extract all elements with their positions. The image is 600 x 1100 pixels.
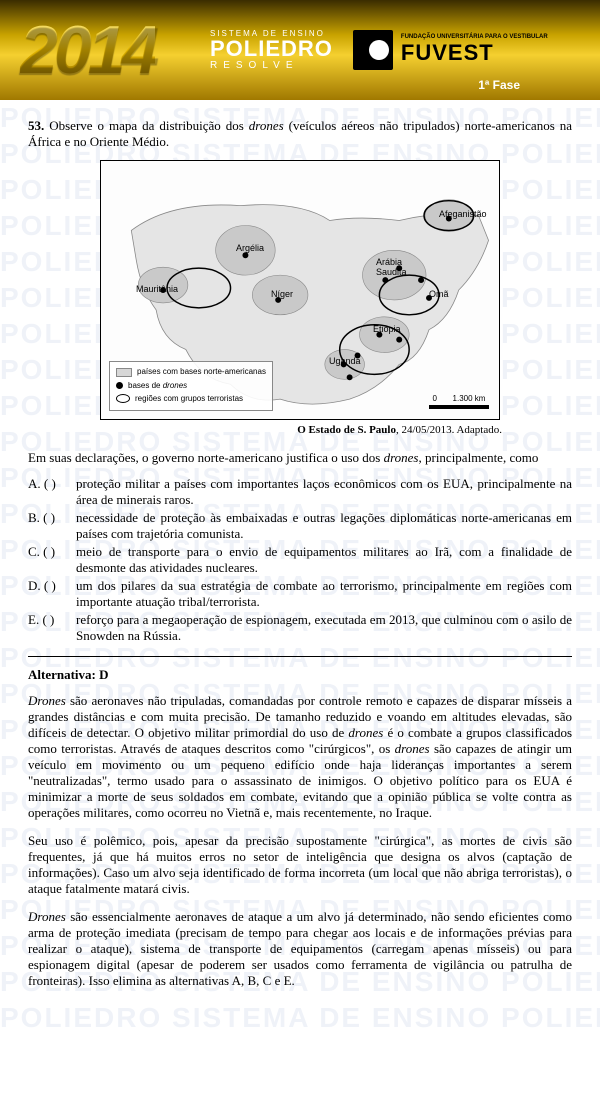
option-b: B. ( )necessidade de proteção às embaixa… xyxy=(28,510,572,542)
option-text: proteção militar a países com importante… xyxy=(76,476,572,508)
option-label: B. ( ) xyxy=(28,510,70,542)
year-logo: 2014 xyxy=(20,10,160,90)
drone-base-dot xyxy=(396,337,402,343)
map-country-label: Afeganistão xyxy=(439,209,487,219)
option-a: A. ( )proteção militar a países com impo… xyxy=(28,476,572,508)
drone-base-dot xyxy=(242,252,248,258)
poliedro-block: SISTEMA DE ENSINO POLIEDRO RESOLVE xyxy=(210,29,333,71)
map-scale: 0 1.300 km xyxy=(429,394,489,409)
legend-shaded-icon xyxy=(116,368,132,377)
drone-base-dot xyxy=(418,277,424,283)
options-list: A. ( )proteção militar a países com impo… xyxy=(28,476,572,644)
map-country-label: Mauritânia xyxy=(136,284,178,294)
fuvest-block: FUNDAÇÃO UNIVERSITÁRIA PARA O VESTIBULAR… xyxy=(353,30,548,70)
resolve-line: RESOLVE xyxy=(210,60,333,71)
fuvest-icon xyxy=(353,30,393,70)
option-text: meio de transporte para o envio de equip… xyxy=(76,544,572,576)
phase-label: 1ª Fase xyxy=(478,78,520,92)
map-figure: Mauritânia Argélia Níger ArábiaSaudita Omã Af… xyxy=(100,160,500,420)
question-followup: Em suas declarações, o governo norte-ame… xyxy=(28,450,572,466)
option-label: E. ( ) xyxy=(28,612,70,644)
question-intro: 53. Observe o mapa da distribuição dos d… xyxy=(28,118,572,150)
map-country-label: Níger xyxy=(271,289,293,299)
option-text: necessidade de proteção às embaixadas e … xyxy=(76,510,572,542)
map-legend: países com bases norte-americanas bases … xyxy=(109,361,273,411)
option-label: D. ( ) xyxy=(28,578,70,610)
map-country-label: Argélia xyxy=(236,243,264,253)
fuvest-title: FUVEST xyxy=(401,40,548,66)
page-header: 2014 SISTEMA DE ENSINO POLIEDRO RESOLVE … xyxy=(0,0,600,100)
option-text: reforço para a megaoperação de espionage… xyxy=(76,612,572,644)
option-text: um dos pilares da sua estratégia de comb… xyxy=(76,578,572,610)
map-country-label: Uganda xyxy=(329,356,361,366)
option-c: C. ( )meio de transporte para o envio de… xyxy=(28,544,572,576)
map-country-label: Etiópia xyxy=(373,324,401,334)
explanation-p2: Seu uso é polêmico, pois, apesar da prec… xyxy=(28,833,572,897)
option-d: D. ( )um dos pilares da sua estratégia d… xyxy=(28,578,572,610)
option-label: A. ( ) xyxy=(28,476,70,508)
explanation-p3: Drones são essencialmente aeronaves de a… xyxy=(28,909,572,989)
drone-base-dot xyxy=(347,374,353,380)
option-e: E. ( )reforço para a megaoperação de esp… xyxy=(28,612,572,644)
map-country-label: ArábiaSaudita xyxy=(376,257,407,277)
option-label: C. ( ) xyxy=(28,544,70,576)
year-text: 2014 xyxy=(20,11,155,89)
legend-dot-icon xyxy=(116,382,123,389)
map-caption: O Estado de S. Paulo, 24/05/2013. Adapta… xyxy=(28,424,502,436)
drone-base-dot xyxy=(382,277,388,283)
brand-name: POLIEDRO xyxy=(210,38,333,60)
answer-label: Alternativa: D xyxy=(28,667,572,683)
explanation-p1: Drones são aeronaves não tripuladas, com… xyxy=(28,693,572,821)
separator xyxy=(28,656,572,657)
map-country-label: Omã xyxy=(429,289,449,299)
question-number: 53. xyxy=(28,118,44,133)
legend-ring-icon xyxy=(116,394,130,403)
